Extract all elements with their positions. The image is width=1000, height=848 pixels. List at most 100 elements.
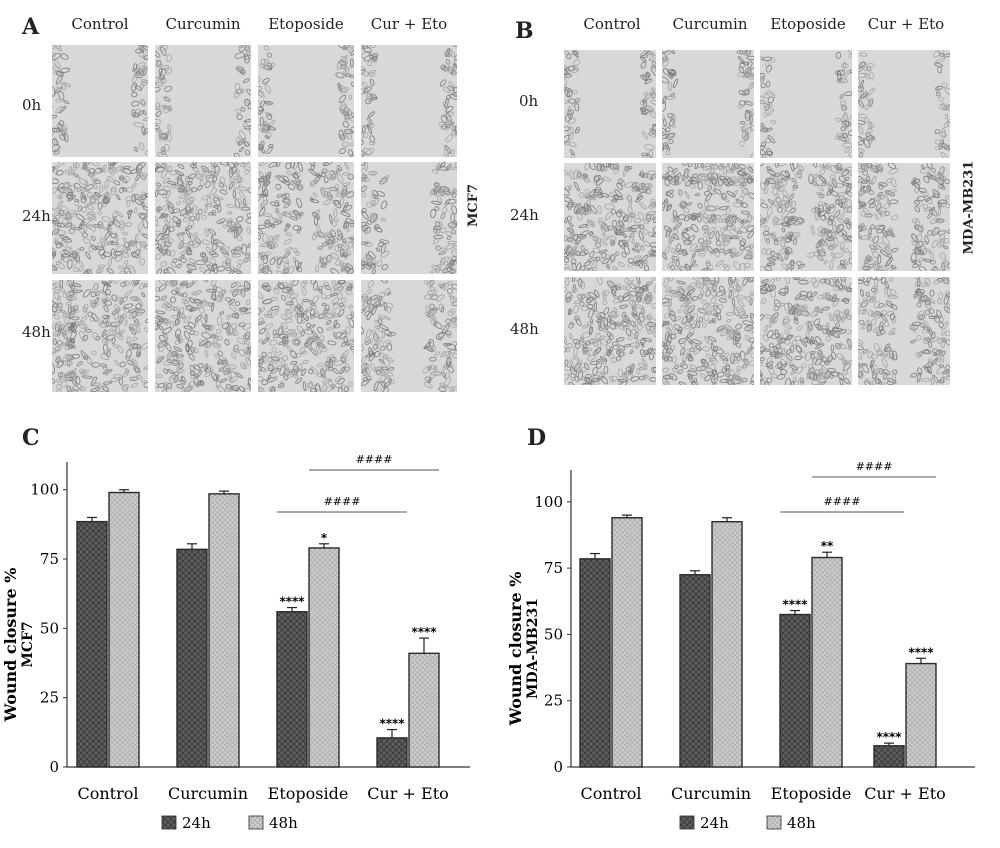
y-tick-label-d-75: 75 <box>544 559 563 577</box>
y-tick-label-c-75: 75 <box>40 550 59 568</box>
panel-letter-d: D <box>527 425 547 451</box>
panel-letter-b: B <box>515 18 534 44</box>
micrograph-a-r0-c1 <box>155 45 251 157</box>
micrograph-b-r2-c2 <box>760 277 852 385</box>
column-label-control: Control <box>71 15 129 33</box>
micrograph-b-r2-c3 <box>858 277 950 385</box>
micrograph-b-r0-c2 <box>760 50 852 158</box>
y-tick-label-d-50: 50 <box>544 625 563 643</box>
column-label-etoposide: Etoposide <box>268 15 344 33</box>
row-label-24h-b: 24h <box>510 206 539 224</box>
bar-d-48h-1 <box>711 521 743 768</box>
micrograph-a-r1-c1 <box>155 162 251 274</box>
y-tick-label-c-25: 25 <box>40 689 59 707</box>
micrograph-a-r2-c0 <box>52 280 148 392</box>
row-label-48h: 48h <box>22 323 51 341</box>
y-axis-label-c-line0: Wound closure % <box>1 568 20 723</box>
panel-letter-c: C <box>22 425 40 451</box>
bar-c-24h-0 <box>76 520 108 768</box>
row-label-48h-b: 48h <box>510 320 539 338</box>
legend-swatch-c-48h <box>248 815 264 830</box>
micrograph-b-r2-c1 <box>662 277 754 385</box>
micrograph-a-r0-c0 <box>52 45 148 157</box>
column-label-etoposide-b: Etoposide <box>770 15 846 33</box>
row-label-0h: 0h <box>22 96 42 114</box>
bar-d-24h-3 <box>873 745 905 768</box>
micrograph-b-r1-c2 <box>760 163 852 271</box>
y-tick-label-d-0: 0 <box>553 758 563 776</box>
bar-c-48h-2 <box>308 547 340 768</box>
bar-c-24h-2 <box>276 611 308 768</box>
bar-d-48h-2 <box>811 556 843 768</box>
significance-stars-d-3: **** <box>908 645 934 659</box>
column-label-control-b: Control <box>583 15 641 33</box>
x-tick-label-d-2: Etoposide <box>771 784 852 803</box>
x-tick-label-c-1: Curcumin <box>168 784 248 803</box>
row-label-24h: 24h <box>22 207 51 225</box>
y-axis-label-d-line1: MDA-MB231 <box>525 598 541 699</box>
x-tick-label-c-2: Etoposide <box>268 784 349 803</box>
bar-c-48h-3 <box>408 652 440 768</box>
y-axis-label-d-line0: Wound closure % <box>506 572 525 727</box>
legend-swatch-d-24h <box>679 815 695 830</box>
bar-d-24h-2 <box>779 613 811 768</box>
column-label-cur-eto: Cur + Eto <box>370 15 448 33</box>
y-axis-label-c-line1: MCF7 <box>20 621 36 667</box>
y-tick-label-d-100: 100 <box>534 493 563 511</box>
micrograph-a-r2-c3 <box>361 280 457 392</box>
bar-d-48h-3 <box>905 662 937 768</box>
significance-stars-c-2: **** <box>379 717 405 731</box>
micrograph-a-r1-c3 <box>361 162 457 274</box>
x-tick-label-d-0: Control <box>580 784 641 803</box>
row-label-0h-b: 0h <box>519 92 539 110</box>
micrograph-b-r0-c0 <box>564 50 656 158</box>
column-label-curcumin-b: Curcumin <box>672 15 748 33</box>
micrograph-a-r1-c2 <box>258 162 354 274</box>
bar-c-48h-0 <box>108 491 140 768</box>
bracket-label-d-1: #### <box>856 460 893 473</box>
micrograph-a-r2-c1 <box>155 280 251 392</box>
micrograph-b-r1-c3 <box>858 163 950 271</box>
significance-stars-c-0: **** <box>279 595 305 609</box>
bracket-label-d-0: #### <box>824 495 861 508</box>
bar-c-48h-1 <box>208 493 240 768</box>
micrograph-a-r0-c2 <box>258 45 354 157</box>
micrograph-b-r0-c1 <box>662 50 754 158</box>
micrograph-a-r1-c0 <box>52 162 148 274</box>
column-label-cur-eto-b: Cur + Eto <box>867 15 945 33</box>
bar-d-24h-0 <box>579 558 611 768</box>
y-tick-label-c-50: 50 <box>40 619 59 637</box>
micrograph-b-r2-c0 <box>564 277 656 385</box>
micrograph-a-r2-c2 <box>258 280 354 392</box>
significance-stars-d-2: **** <box>876 730 902 744</box>
x-tick-label-d-3: Cur + Eto <box>864 784 946 803</box>
x-tick-label-d-1: Curcumin <box>671 784 751 803</box>
significance-stars-d-1: ** <box>821 539 834 553</box>
significance-stars-c-1: * <box>321 531 328 545</box>
x-tick-label-c-0: Control <box>77 784 138 803</box>
legend-label-c-48h: 48h <box>269 814 298 832</box>
bracket-label-c-1: #### <box>356 453 393 466</box>
significance-stars-d-0: **** <box>782 598 808 612</box>
legend-label-c-24h: 24h <box>182 814 211 832</box>
y-tick-label-d-25: 25 <box>544 692 563 710</box>
micrograph-b-r1-c0 <box>564 163 656 271</box>
y-tick-label-c-0: 0 <box>49 758 59 776</box>
legend-swatch-c-24h <box>161 815 177 830</box>
bar-c-24h-1 <box>176 548 208 768</box>
legend-label-d-48h: 48h <box>787 814 816 832</box>
panel-letter-a: A <box>22 14 40 40</box>
micrograph-a-r0-c3 <box>361 45 457 157</box>
column-label-curcumin: Curcumin <box>165 15 241 33</box>
bar-c-24h-3 <box>376 737 408 768</box>
y-tick-label-c-100: 100 <box>30 481 59 499</box>
x-tick-label-c-3: Cur + Eto <box>367 784 449 803</box>
bar-d-48h-0 <box>611 517 643 768</box>
micrograph-b-r1-c1 <box>662 163 754 271</box>
legend-swatch-d-48h <box>766 815 782 830</box>
bar-d-24h-1 <box>679 574 711 768</box>
legend-label-d-24h: 24h <box>700 814 729 832</box>
significance-stars-c-3: **** <box>411 625 437 639</box>
bracket-label-c-0: #### <box>324 495 361 508</box>
